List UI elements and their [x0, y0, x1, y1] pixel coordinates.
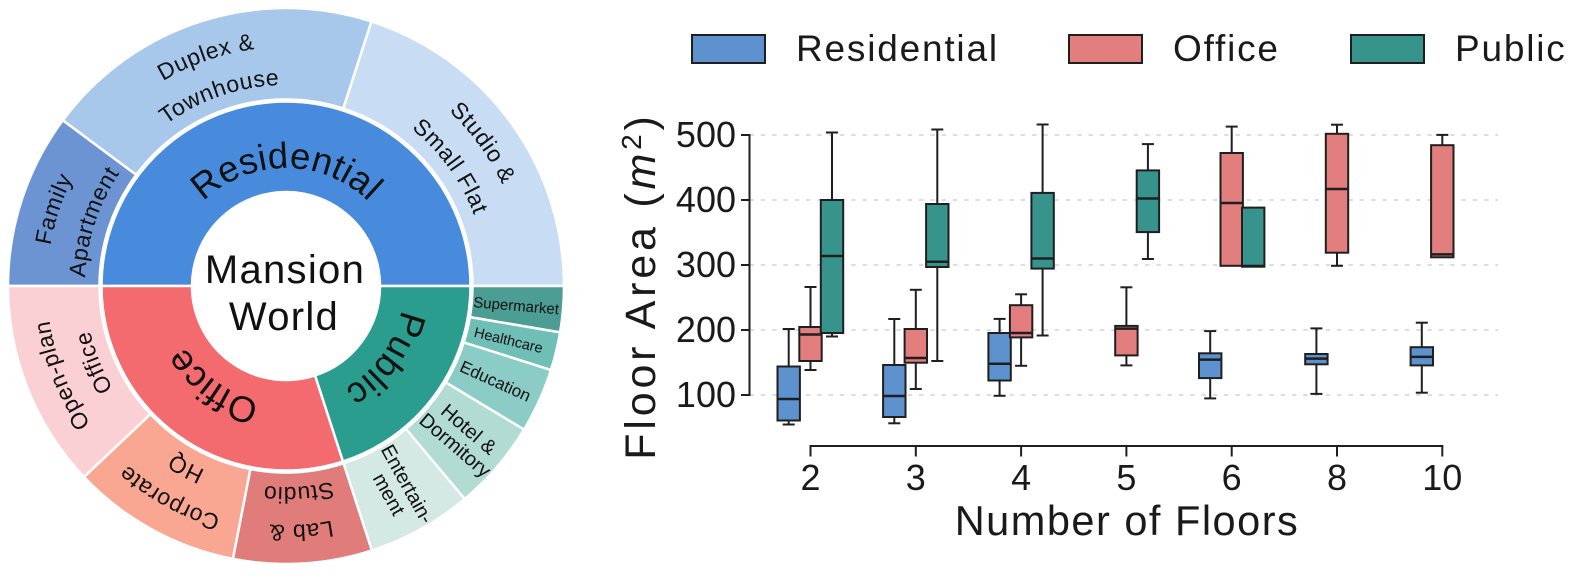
- svg-text:World: World: [229, 295, 339, 339]
- svg-text:Lab &: Lab &: [268, 516, 335, 546]
- svg-text:200: 200: [676, 309, 736, 350]
- svg-text:4: 4: [1011, 457, 1031, 498]
- svg-text:400: 400: [676, 179, 736, 220]
- svg-text:Number of Floors: Number of Floors: [955, 497, 1300, 544]
- svg-text:5: 5: [1116, 457, 1136, 498]
- svg-text:Floor Area (m2): Floor Area (m2): [616, 112, 665, 459]
- svg-text:Mansion: Mansion: [205, 248, 365, 292]
- svg-text:Studio: Studio: [262, 477, 336, 508]
- svg-text:10: 10: [1422, 457, 1462, 498]
- svg-text:Public: Public: [1455, 28, 1567, 69]
- svg-text:300: 300: [676, 244, 736, 285]
- svg-text:8: 8: [1327, 457, 1347, 498]
- svg-text:100: 100: [676, 374, 736, 415]
- svg-text:500: 500: [676, 114, 736, 155]
- svg-text:6: 6: [1222, 457, 1242, 498]
- svg-text:Residential: Residential: [796, 28, 999, 69]
- svg-text:Office: Office: [1173, 28, 1280, 69]
- svg-text:3: 3: [906, 457, 926, 498]
- svg-text:2: 2: [800, 457, 820, 498]
